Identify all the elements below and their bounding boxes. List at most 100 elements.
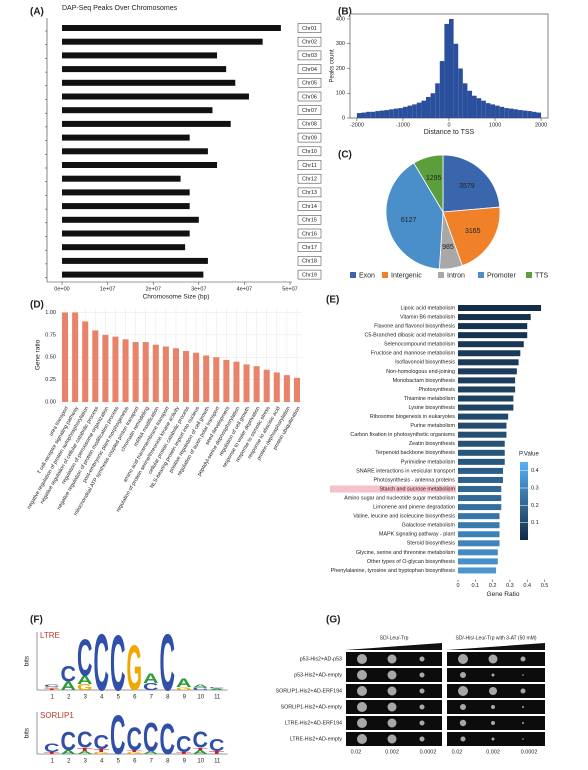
y-tick-label: Ribosome biogenesis in eukaryotes: [370, 414, 455, 420]
logo-letter: G: [94, 752, 110, 755]
x-tick-label: 2: [67, 695, 71, 701]
y-tick-label: Pyrimidine metabolism: [401, 459, 456, 465]
chromosome-box: [297, 36, 322, 47]
legend-label: Exon: [359, 272, 375, 279]
logo-letter: C: [94, 618, 110, 708]
x-tick-label: 0.5: [541, 583, 549, 589]
chromosome-label: Chr15: [302, 218, 317, 224]
colony-spot: [491, 737, 495, 741]
y-tick-label: Purine metabolism: [410, 423, 455, 429]
label-highlight: [330, 485, 456, 493]
y-tick-label: Lysine biosynthesis: [408, 405, 455, 411]
bar: [283, 375, 290, 402]
bar: [213, 357, 220, 402]
legend-swatch: [526, 272, 532, 278]
colony-spot: [387, 718, 397, 728]
logo-letter: A: [77, 673, 93, 687]
x-tick-label: 0e+00: [54, 286, 69, 292]
y-tick-label: 400: [336, 16, 345, 22]
x-tick-label: 1: [51, 759, 55, 765]
chromosome-label: Chr01: [302, 26, 317, 32]
y-tick-label: Lipoic acid metabolism: [400, 305, 455, 311]
bar: [458, 476, 503, 483]
chromosome-bar: [62, 257, 208, 264]
chromosome-label: Chr06: [302, 94, 317, 100]
x-tick-label: 3e+07: [191, 286, 206, 292]
chromosome-box: [297, 256, 322, 266]
bar: [142, 342, 149, 402]
y-tick-label: Zeatin biosynthesis: [409, 441, 455, 447]
logo-letter: C: [193, 726, 209, 753]
bar: [458, 332, 528, 339]
x-tick-label: 5: [117, 759, 121, 765]
row-label: LTRE-His2+AD-empty: [290, 736, 342, 742]
histogram-bar: [481, 100, 486, 118]
chromosome-box: [297, 173, 322, 184]
chromosome-bar: [62, 148, 208, 155]
histogram-bar: [412, 104, 417, 118]
x-tick-label: 6: [133, 759, 137, 765]
bar: [458, 458, 505, 465]
legend-label: Intergenic: [391, 272, 422, 279]
x-tick-label: 9: [183, 759, 187, 765]
colony-spot: [357, 670, 367, 680]
x-tick-label: 7: [150, 695, 154, 701]
logo-letter: A: [61, 749, 77, 755]
chromosome-bar: [62, 79, 236, 86]
histogram-bar: [536, 112, 542, 118]
colony-spot: [520, 656, 526, 662]
condition-label: SD/-His/-Leu/-Trp with 3-AT (50 mM): [455, 635, 536, 641]
bar: [62, 312, 69, 402]
logo-letter: A: [61, 679, 77, 693]
y-tick-label: Starch and sucrose metabolism: [379, 486, 455, 492]
logo-letter: C: [127, 721, 143, 757]
y-tick-label: 200: [336, 66, 345, 72]
dilution-label: 0.002: [486, 749, 500, 755]
histogram-bar: [467, 90, 473, 118]
x-tick-label: 11: [214, 759, 221, 765]
row-label: p53-His2+AD-p53: [300, 656, 342, 662]
histogram-bar: [462, 83, 468, 118]
logo-letter: A: [143, 670, 159, 686]
y-tick-label: Selenocompound metabolism: [384, 342, 456, 348]
histogram-bar: [508, 108, 514, 118]
logo-letter: C: [143, 714, 159, 760]
y-tick-label: Valine, leucine and isoleucine biosynthe…: [353, 514, 455, 520]
bar: [152, 344, 159, 402]
colony-spot: [387, 654, 397, 664]
dilution-label: 0.0002: [420, 749, 437, 755]
colony-spot: [387, 670, 397, 680]
colony-spot: [488, 654, 498, 664]
logo-letter: T: [44, 752, 60, 755]
x-tick-label: 10: [197, 759, 204, 765]
y-tick-label: Isoflavonoid biosynthesis: [395, 360, 455, 366]
colony-spot: [491, 705, 495, 709]
logo-letter: A: [193, 749, 209, 755]
logo-letter: C: [44, 684, 60, 687]
logo-letter: T: [94, 748, 110, 753]
x-tick-label: 8: [166, 759, 170, 765]
x-tick-label: 2000: [535, 122, 547, 128]
chromosome-box: [297, 119, 322, 129]
bar: [458, 495, 502, 502]
chromosome-bar: [62, 38, 263, 45]
y-tick-label: SNARE interactions in vesicular transpor…: [356, 468, 455, 474]
chromosome-label: Chr09: [302, 135, 317, 141]
bar: [223, 359, 230, 402]
chromosome-label: Chr11: [302, 163, 317, 169]
colony-spot: [419, 688, 425, 694]
logo-letter: C: [143, 681, 159, 693]
chromosome-box: [297, 146, 322, 157]
chromosome-box: [297, 91, 322, 102]
x-tick-label: 5e+07: [282, 286, 297, 292]
bar: [458, 513, 500, 520]
x-tick-label: -2000: [350, 122, 364, 128]
colorbar-tick-label: 0.1: [531, 520, 539, 526]
chromosome-box: [297, 78, 322, 88]
y-tick-label: Fructose and mannose metabolism: [371, 351, 456, 357]
x-tick-label: 8: [166, 695, 170, 701]
bar: [458, 567, 497, 574]
colony-spot: [419, 736, 425, 742]
legend-swatch: [382, 272, 388, 278]
chromosome-bar: [62, 25, 281, 31]
